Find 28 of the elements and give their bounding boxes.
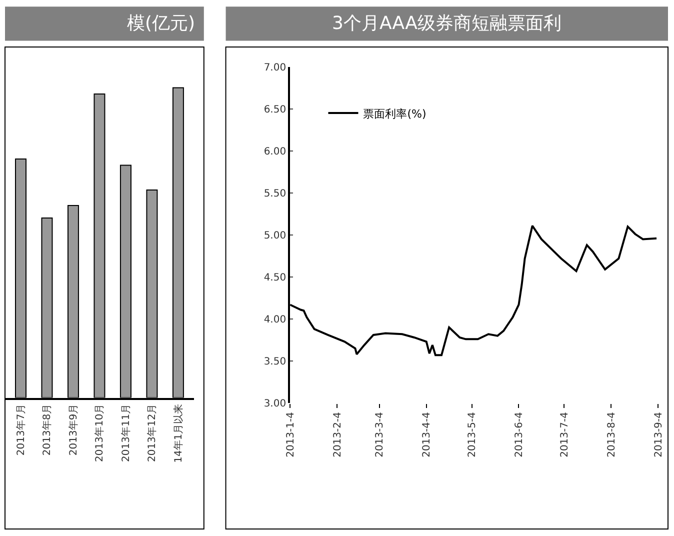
legend-label: 票面利率(%) xyxy=(363,107,426,120)
x-tick-label: 2013年10月 xyxy=(94,404,106,462)
x-tick-label: 2013-4-4 xyxy=(422,412,433,458)
x-tick-label: 2013年12月 xyxy=(146,404,158,462)
x-tick-label: 2013-5-4 xyxy=(467,412,478,458)
x-tick-label: 2013-1-4 xyxy=(285,412,296,458)
y-tick-label: 3.50 xyxy=(264,356,286,368)
x-tick-label: 2013-6-4 xyxy=(514,412,525,458)
y-tick-label: 5.00 xyxy=(264,230,286,242)
x-tick-label: 2013年11月 xyxy=(120,404,132,462)
y-tick-label: 4.50 xyxy=(264,272,286,284)
x-tick-label: 2013年7月 xyxy=(15,404,27,456)
chart-title: 3个月AAA级券商短融票面利 xyxy=(332,13,562,34)
x-tick-label: 2013-7-4 xyxy=(559,412,570,458)
x-tick-label: 14年1月以来 xyxy=(172,404,184,463)
y-tick-label: 7.00 xyxy=(264,62,286,74)
chart-title: 模(亿元) xyxy=(127,13,196,34)
x-tick-label: 2013-9-4 xyxy=(653,412,664,458)
y-tick-label: 6.00 xyxy=(264,146,286,158)
y-tick-label: 3.00 xyxy=(264,398,286,410)
x-tick-label: 2013-2-4 xyxy=(332,412,344,458)
y-tick-label: 4.00 xyxy=(264,314,286,326)
x-tick-label: 2013年9月 xyxy=(67,404,80,456)
x-tick-label: 2013-3-4 xyxy=(374,412,386,458)
x-tick-label: 2013-8-4 xyxy=(606,412,618,458)
y-tick-label: 6.50 xyxy=(264,104,286,116)
y-tick-label: 5.50 xyxy=(264,188,286,200)
x-tick-label: 2013年8月 xyxy=(41,404,54,456)
